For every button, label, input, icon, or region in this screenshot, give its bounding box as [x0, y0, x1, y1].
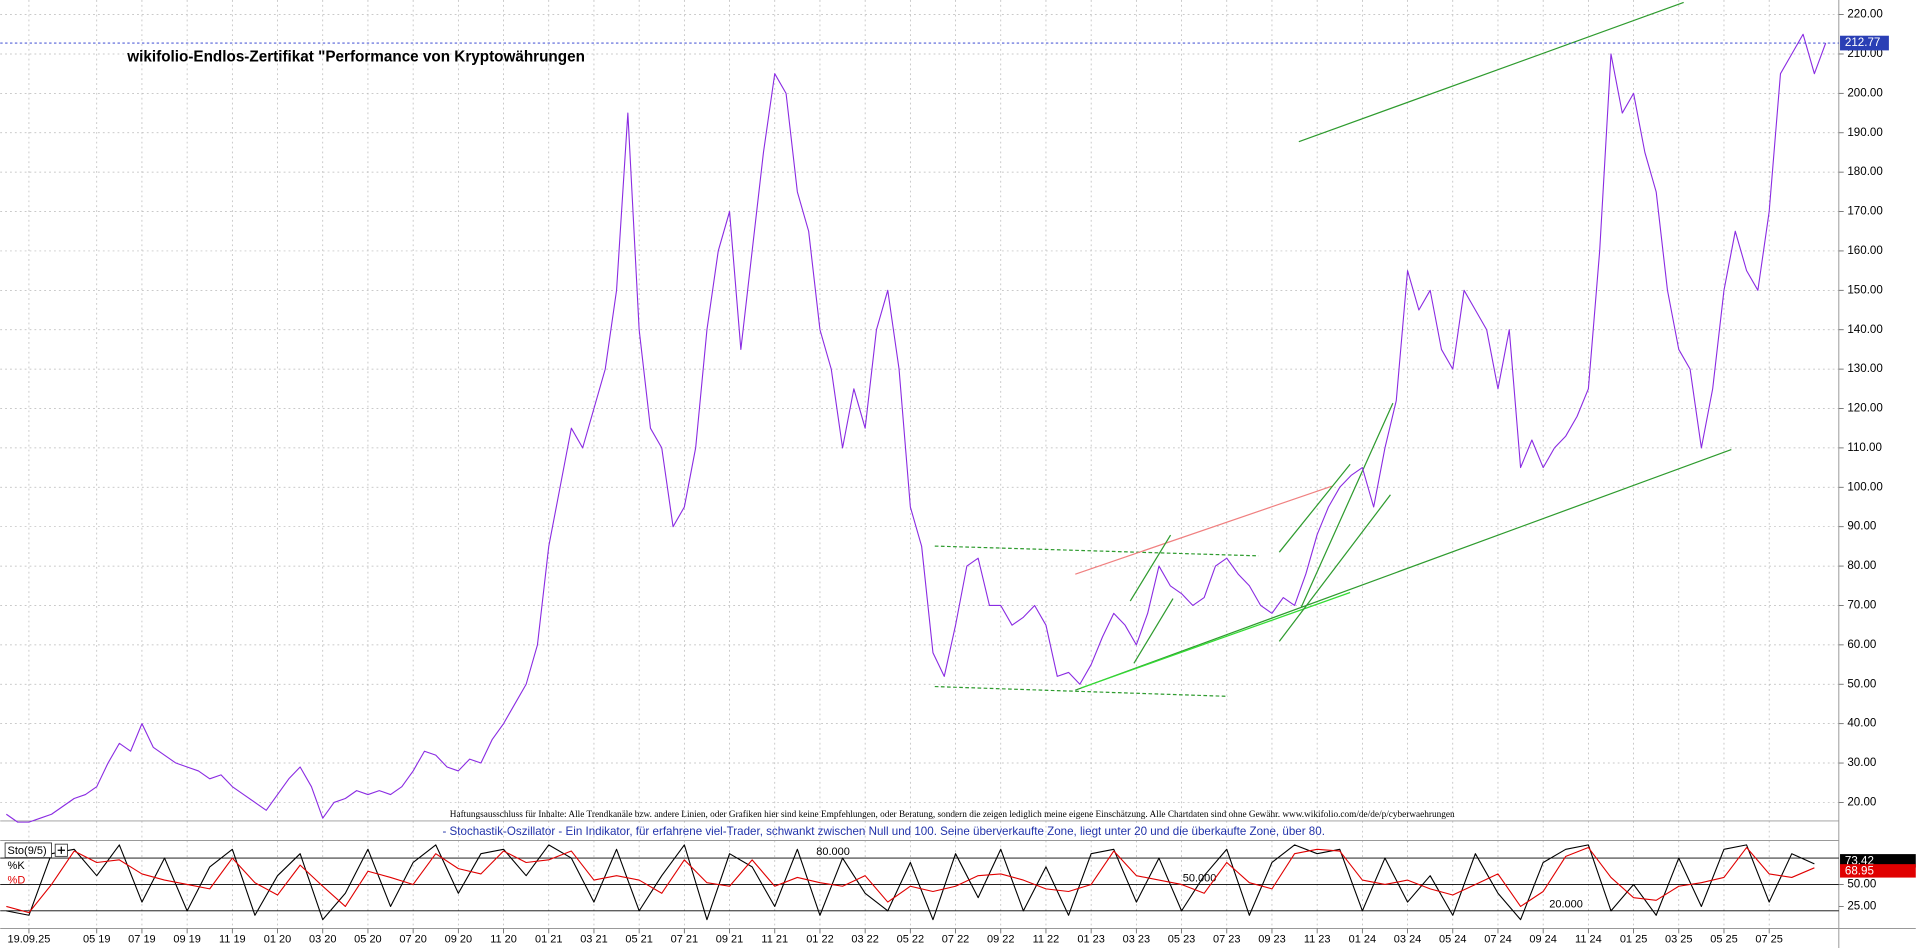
x-tick-label: 05 25	[1710, 933, 1737, 945]
x-tick-label: 11 20	[490, 933, 517, 945]
trend-line	[1129, 534, 1172, 602]
x-tick-label: 07 21	[671, 933, 699, 945]
trend-line	[1278, 463, 1351, 553]
x-tick-label: 01 21	[535, 933, 563, 945]
y-tick-label: 110.00	[1847, 441, 1882, 454]
x-tick-label: 05 23	[1168, 933, 1196, 945]
x-tick-label: 05 22	[897, 933, 925, 945]
grid	[0, 0, 1839, 929]
last-value-box	[1840, 35, 1889, 51]
x-tick-label: 01 24	[1349, 933, 1377, 945]
data-line	[6, 846, 1815, 914]
trend-line	[1278, 494, 1391, 642]
x-tick-label: 11 22	[1033, 933, 1060, 945]
marks: 20.00 30.00 40.00 50.00 60.00 70.00 80.00 90.00…	[0, 8, 1916, 945]
y-tick-label: 170.00	[1847, 205, 1882, 218]
expand-icon	[57, 846, 65, 854]
x-tick-label: 05 24	[1439, 933, 1467, 945]
x-tick-label: 07 22	[942, 933, 970, 945]
level-label: 50.000	[1183, 872, 1217, 884]
trend-line	[1081, 591, 1351, 689]
x-tick-label: 03 25	[1665, 933, 1693, 945]
trend-line	[934, 545, 1259, 557]
x-tick-label: 09 19	[173, 933, 200, 945]
x-tick-label: 09 22	[987, 933, 1015, 945]
x-tick-label: 03 23	[1123, 933, 1151, 945]
x-tick-label: 07 20	[399, 933, 427, 945]
level-label: 20.000	[1549, 899, 1583, 911]
x-tick-label: 03 24	[1394, 933, 1421, 945]
y-tick-label: 150.00	[1847, 283, 1882, 296]
level-label: 80.000	[816, 846, 850, 858]
trend-lines	[934, 1, 1732, 697]
x-tick-label: 01 25	[1620, 933, 1648, 945]
x-tick-label: 05 21	[625, 933, 653, 945]
y-tick-label: 140.00	[1847, 323, 1882, 336]
x-tick-label: 11 21	[761, 933, 788, 945]
y-tick-label: 130.00	[1847, 362, 1882, 375]
x-tick-label: 09 23	[1258, 933, 1285, 945]
y-tick-label: 50.00	[1847, 878, 1876, 891]
y-tick-label: 90.00	[1847, 520, 1876, 533]
x-tick-label: 03 21	[580, 933, 608, 945]
y-tick-label: 160.00	[1847, 244, 1882, 257]
y-tick-label: 40.00	[1847, 717, 1876, 730]
y-tick-label: 80.00	[1847, 559, 1876, 572]
indicator-label: Sto(9/5)	[8, 845, 47, 857]
x-tick-label: 07 19	[128, 933, 156, 945]
legend-entry: %D	[8, 875, 26, 887]
trend-line	[934, 685, 1229, 697]
x-tick-label: 19.09.25	[8, 933, 51, 945]
data-line	[6, 844, 1815, 921]
x-tick-label: 11 24	[1575, 933, 1602, 945]
x-tick-label: 01 20	[264, 933, 291, 945]
y-tick-label: 25.00	[1847, 900, 1876, 913]
y-tick-label: 200.00	[1847, 86, 1882, 99]
x-tick-label: 09 20	[445, 933, 473, 945]
x-tick-label: 03 20	[309, 933, 337, 945]
x-tick-label: 07 24	[1484, 933, 1511, 945]
indicator-description: - Stochastik-Oszillator - Ein Indikator,…	[442, 825, 1324, 838]
y-tick-label: 180.00	[1847, 165, 1882, 178]
trend-line	[1075, 485, 1333, 575]
trend-line	[1075, 448, 1732, 691]
y-tick-label: 220.00	[1847, 8, 1882, 21]
x-tick-label: 09 24	[1529, 933, 1556, 945]
y-tick-label: 60.00	[1847, 638, 1876, 651]
disclaimer: Haftungsausschluss für Inhalte: Alle Tre…	[450, 810, 1455, 820]
y-tick-label: 20.00	[1847, 795, 1876, 808]
last-value-box	[1840, 864, 1916, 878]
y-tick-label: 190.00	[1847, 126, 1882, 139]
last-value-label: 212.77	[1845, 36, 1880, 49]
y-tick-label: 70.00	[1847, 599, 1876, 612]
x-tick-label: 09 21	[716, 933, 744, 945]
x-tick-label: 05 20	[354, 933, 382, 945]
x-tick-label: 01 23	[1077, 933, 1105, 945]
x-tick-label: 07 23	[1213, 933, 1241, 945]
last-value-label: 68.95	[1845, 865, 1874, 878]
x-tick-label: 11 19	[219, 933, 246, 945]
x-tick-label: 05 19	[83, 933, 111, 945]
trend-line	[1298, 1, 1684, 143]
y-tick-label: 120.00	[1847, 402, 1882, 415]
trend-line	[1300, 402, 1394, 608]
chart-title: wikifolio-Endlos-Zertifikat "Performance…	[126, 48, 585, 65]
y-tick-label: 50.00	[1847, 677, 1876, 690]
data-line	[6, 33, 1827, 823]
indicator-box	[4, 842, 52, 859]
x-tick-label: 11 23	[1304, 933, 1331, 945]
legend-entry: %K	[8, 860, 26, 872]
x-tick-label: 03 22	[851, 933, 879, 945]
trend-line	[1133, 598, 1174, 664]
x-tick-label: 01 22	[806, 933, 834, 945]
y-tick-label: 100.00	[1847, 480, 1882, 493]
y-tick-label: 30.00	[1847, 756, 1876, 769]
x-tick-label: 07 25	[1755, 933, 1782, 945]
